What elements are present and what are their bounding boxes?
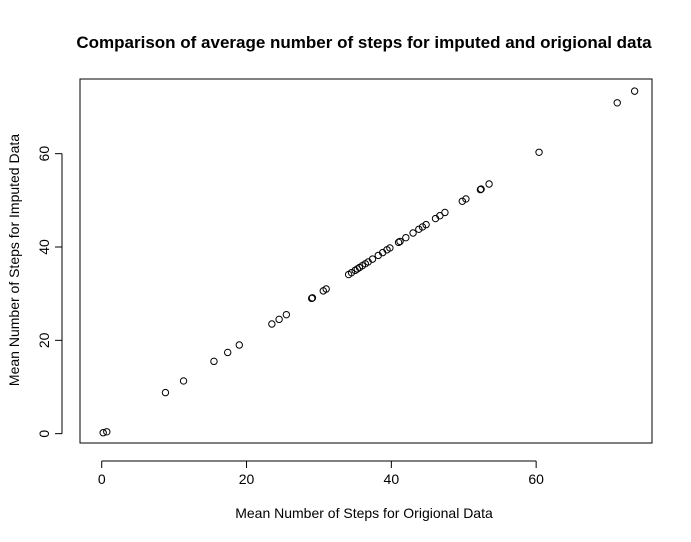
data-point xyxy=(386,244,394,252)
x-tick-label: 40 xyxy=(384,471,400,487)
data-point xyxy=(415,225,423,233)
data-point xyxy=(485,180,493,188)
data-point xyxy=(347,268,356,277)
y-tick-label: 0 xyxy=(36,430,52,438)
data-point xyxy=(275,315,283,324)
data-point xyxy=(161,388,170,397)
data-point xyxy=(282,310,291,319)
data-point xyxy=(396,237,404,246)
y-axis: 0 20 40 60 xyxy=(36,146,63,438)
data-point xyxy=(368,255,377,263)
y-axis-label: Mean Number of Steps for Imputed Data xyxy=(6,134,22,386)
x-axis-label: Mean Number of Steps for Origional Data xyxy=(235,505,493,521)
data-point xyxy=(630,87,639,95)
y-tick-label: 20 xyxy=(36,332,52,348)
data-point xyxy=(394,238,403,247)
data-point xyxy=(179,377,188,385)
data-point xyxy=(535,148,543,156)
data-point xyxy=(268,320,276,328)
x-tick-label: 60 xyxy=(528,471,544,487)
x-tick-label: 20 xyxy=(239,471,255,487)
y-tick-label: 60 xyxy=(36,146,52,162)
data-point xyxy=(436,212,444,220)
y-tick-label: 40 xyxy=(36,239,52,255)
chart-title: Comparison of average number of steps fo… xyxy=(76,33,652,52)
data-point xyxy=(477,185,485,193)
plot-frame xyxy=(79,78,653,444)
data-point xyxy=(441,208,449,217)
data-point xyxy=(235,341,243,349)
x-axis: 0 20 40 60 xyxy=(98,460,544,487)
data-point xyxy=(353,265,362,273)
data-point xyxy=(409,229,417,237)
data-point xyxy=(99,429,107,437)
data-point xyxy=(322,285,330,293)
data-point xyxy=(422,220,430,229)
data-point xyxy=(210,357,218,366)
data-point xyxy=(613,99,621,107)
data-points xyxy=(99,87,639,437)
data-point xyxy=(224,348,232,357)
data-point xyxy=(458,197,466,205)
data-point xyxy=(308,294,317,302)
data-point xyxy=(103,428,111,436)
data-point xyxy=(462,195,470,203)
data-point xyxy=(418,223,427,231)
x-tick-label: 0 xyxy=(98,471,106,487)
data-point xyxy=(402,233,410,242)
